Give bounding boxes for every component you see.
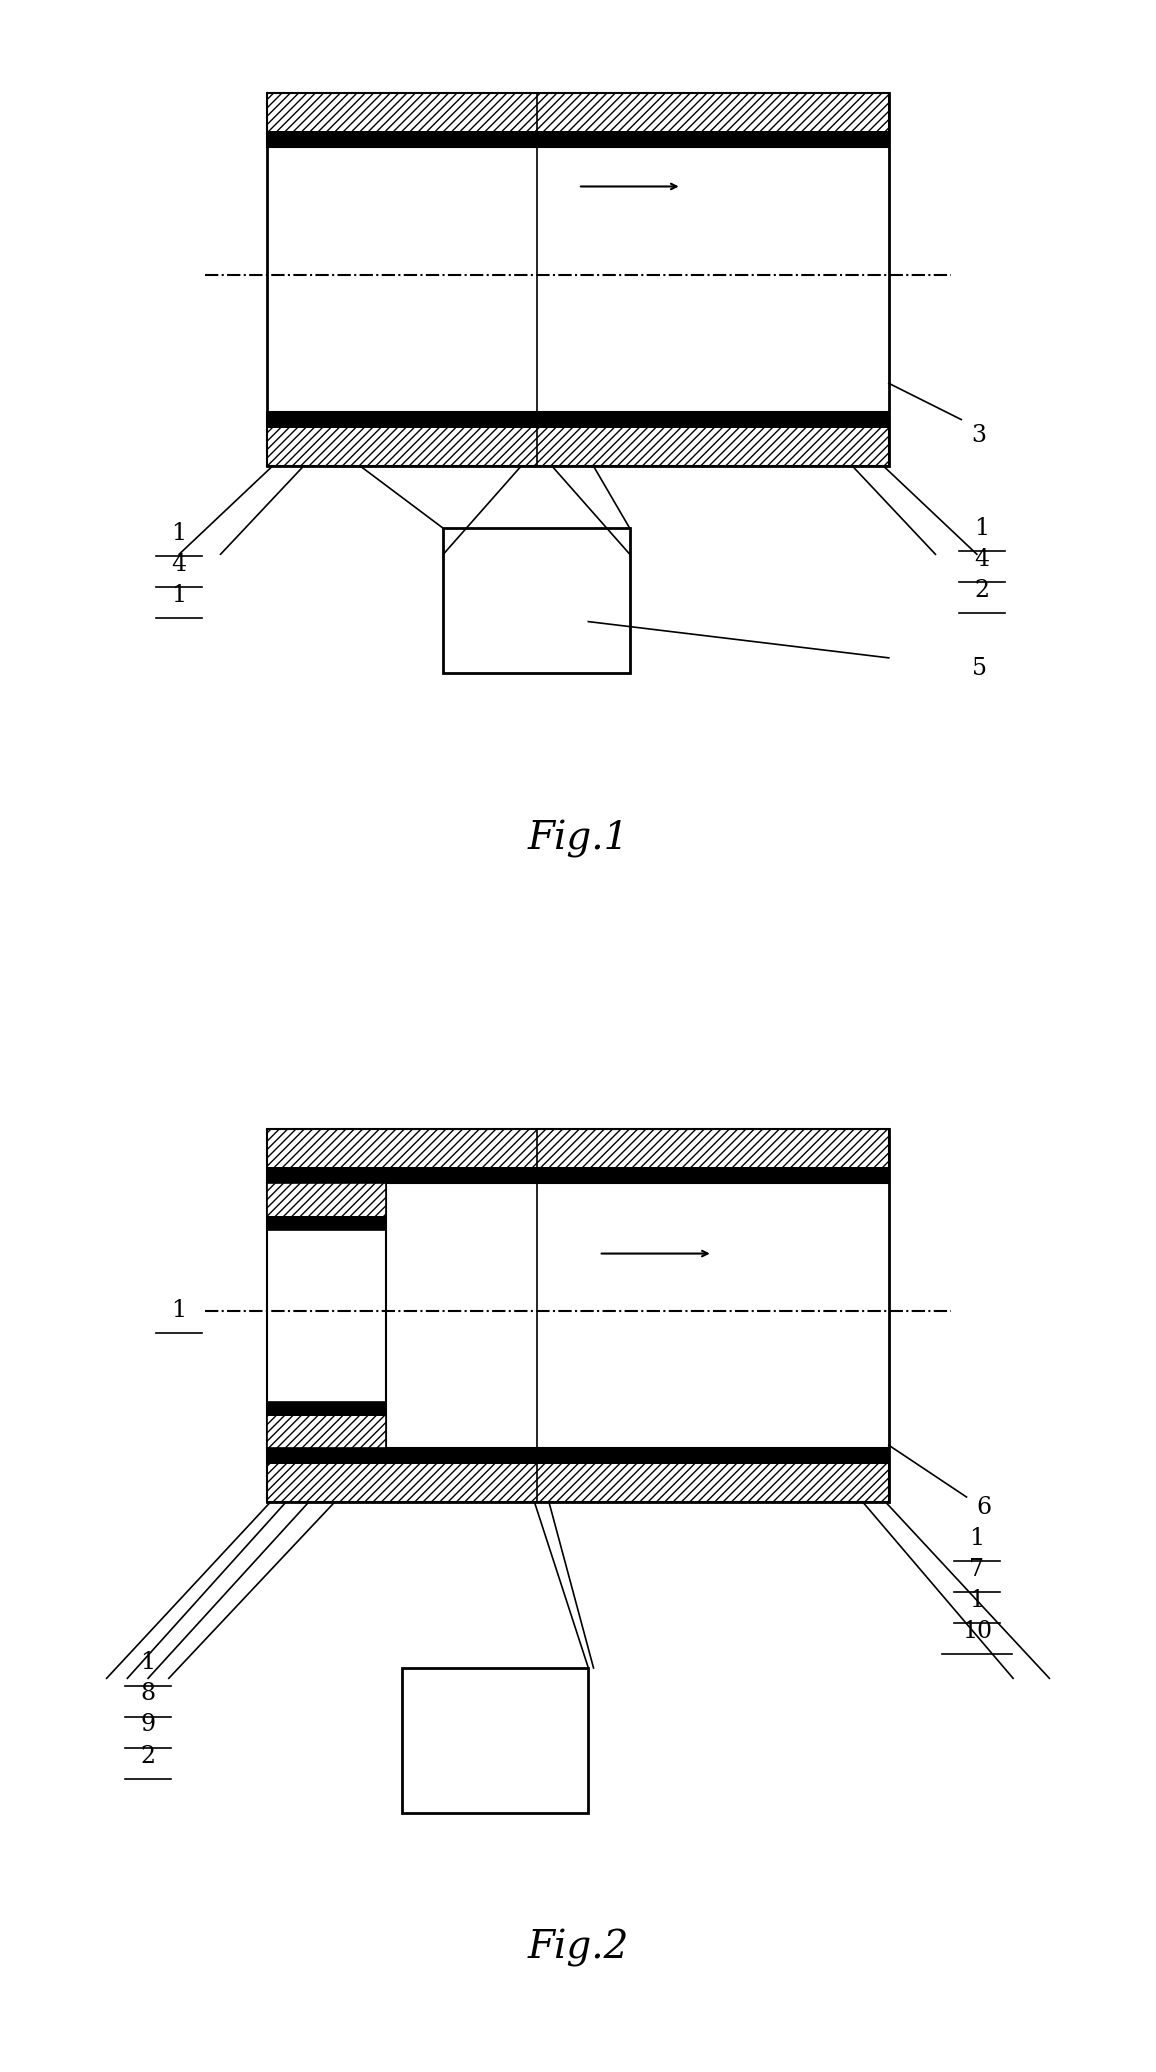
Bar <box>267 1129 889 1183</box>
Bar <box>267 1216 386 1231</box>
Text: 1: 1 <box>975 516 990 541</box>
Text: 3: 3 <box>972 423 987 448</box>
Bar <box>267 1448 889 1465</box>
Bar <box>267 1167 889 1183</box>
Text: 4: 4 <box>975 547 990 572</box>
Bar <box>443 528 630 673</box>
Text: 1: 1 <box>141 1651 156 1674</box>
Text: 2: 2 <box>141 1745 156 1767</box>
Bar <box>267 93 889 147</box>
Text: 1: 1 <box>171 1299 187 1322</box>
Bar <box>267 131 889 147</box>
Bar <box>267 1183 386 1231</box>
Bar <box>267 1448 889 1502</box>
Bar <box>267 1183 386 1448</box>
Text: 5: 5 <box>972 657 987 680</box>
Text: 1: 1 <box>969 1589 985 1612</box>
Text: 2: 2 <box>975 578 990 603</box>
Text: 1: 1 <box>969 1527 985 1550</box>
Bar <box>267 1129 889 1502</box>
Text: Fig.1: Fig.1 <box>527 821 629 858</box>
Text: 1: 1 <box>171 522 187 545</box>
Bar <box>267 412 889 429</box>
Text: Fig.2: Fig.2 <box>527 1929 629 1966</box>
Text: 4: 4 <box>171 553 187 576</box>
Text: 6: 6 <box>977 1496 992 1519</box>
Text: 1: 1 <box>171 584 187 607</box>
Text: 10: 10 <box>962 1620 992 1643</box>
Bar <box>267 1403 386 1415</box>
Text: 9: 9 <box>141 1714 156 1736</box>
Bar <box>402 1668 588 1813</box>
Bar <box>267 412 889 466</box>
Bar <box>267 93 889 466</box>
Text: 7: 7 <box>970 1558 985 1581</box>
Text: 8: 8 <box>141 1682 156 1705</box>
Bar <box>267 1401 386 1448</box>
